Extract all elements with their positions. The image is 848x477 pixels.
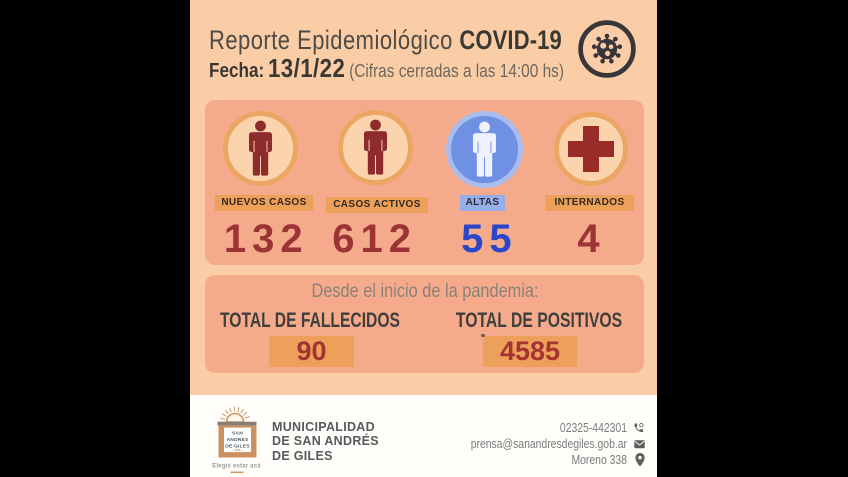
svg-text:DE GILES: DE GILES	[225, 443, 250, 449]
svg-text:SAN: SAN	[232, 431, 243, 437]
svg-text:ANDRÉS: ANDRÉS	[227, 435, 249, 443]
svg-text:Elegís estar acá: Elegís estar acá	[212, 464, 261, 470]
svg-text:— 1806 —: — 1806 —	[231, 448, 244, 452]
